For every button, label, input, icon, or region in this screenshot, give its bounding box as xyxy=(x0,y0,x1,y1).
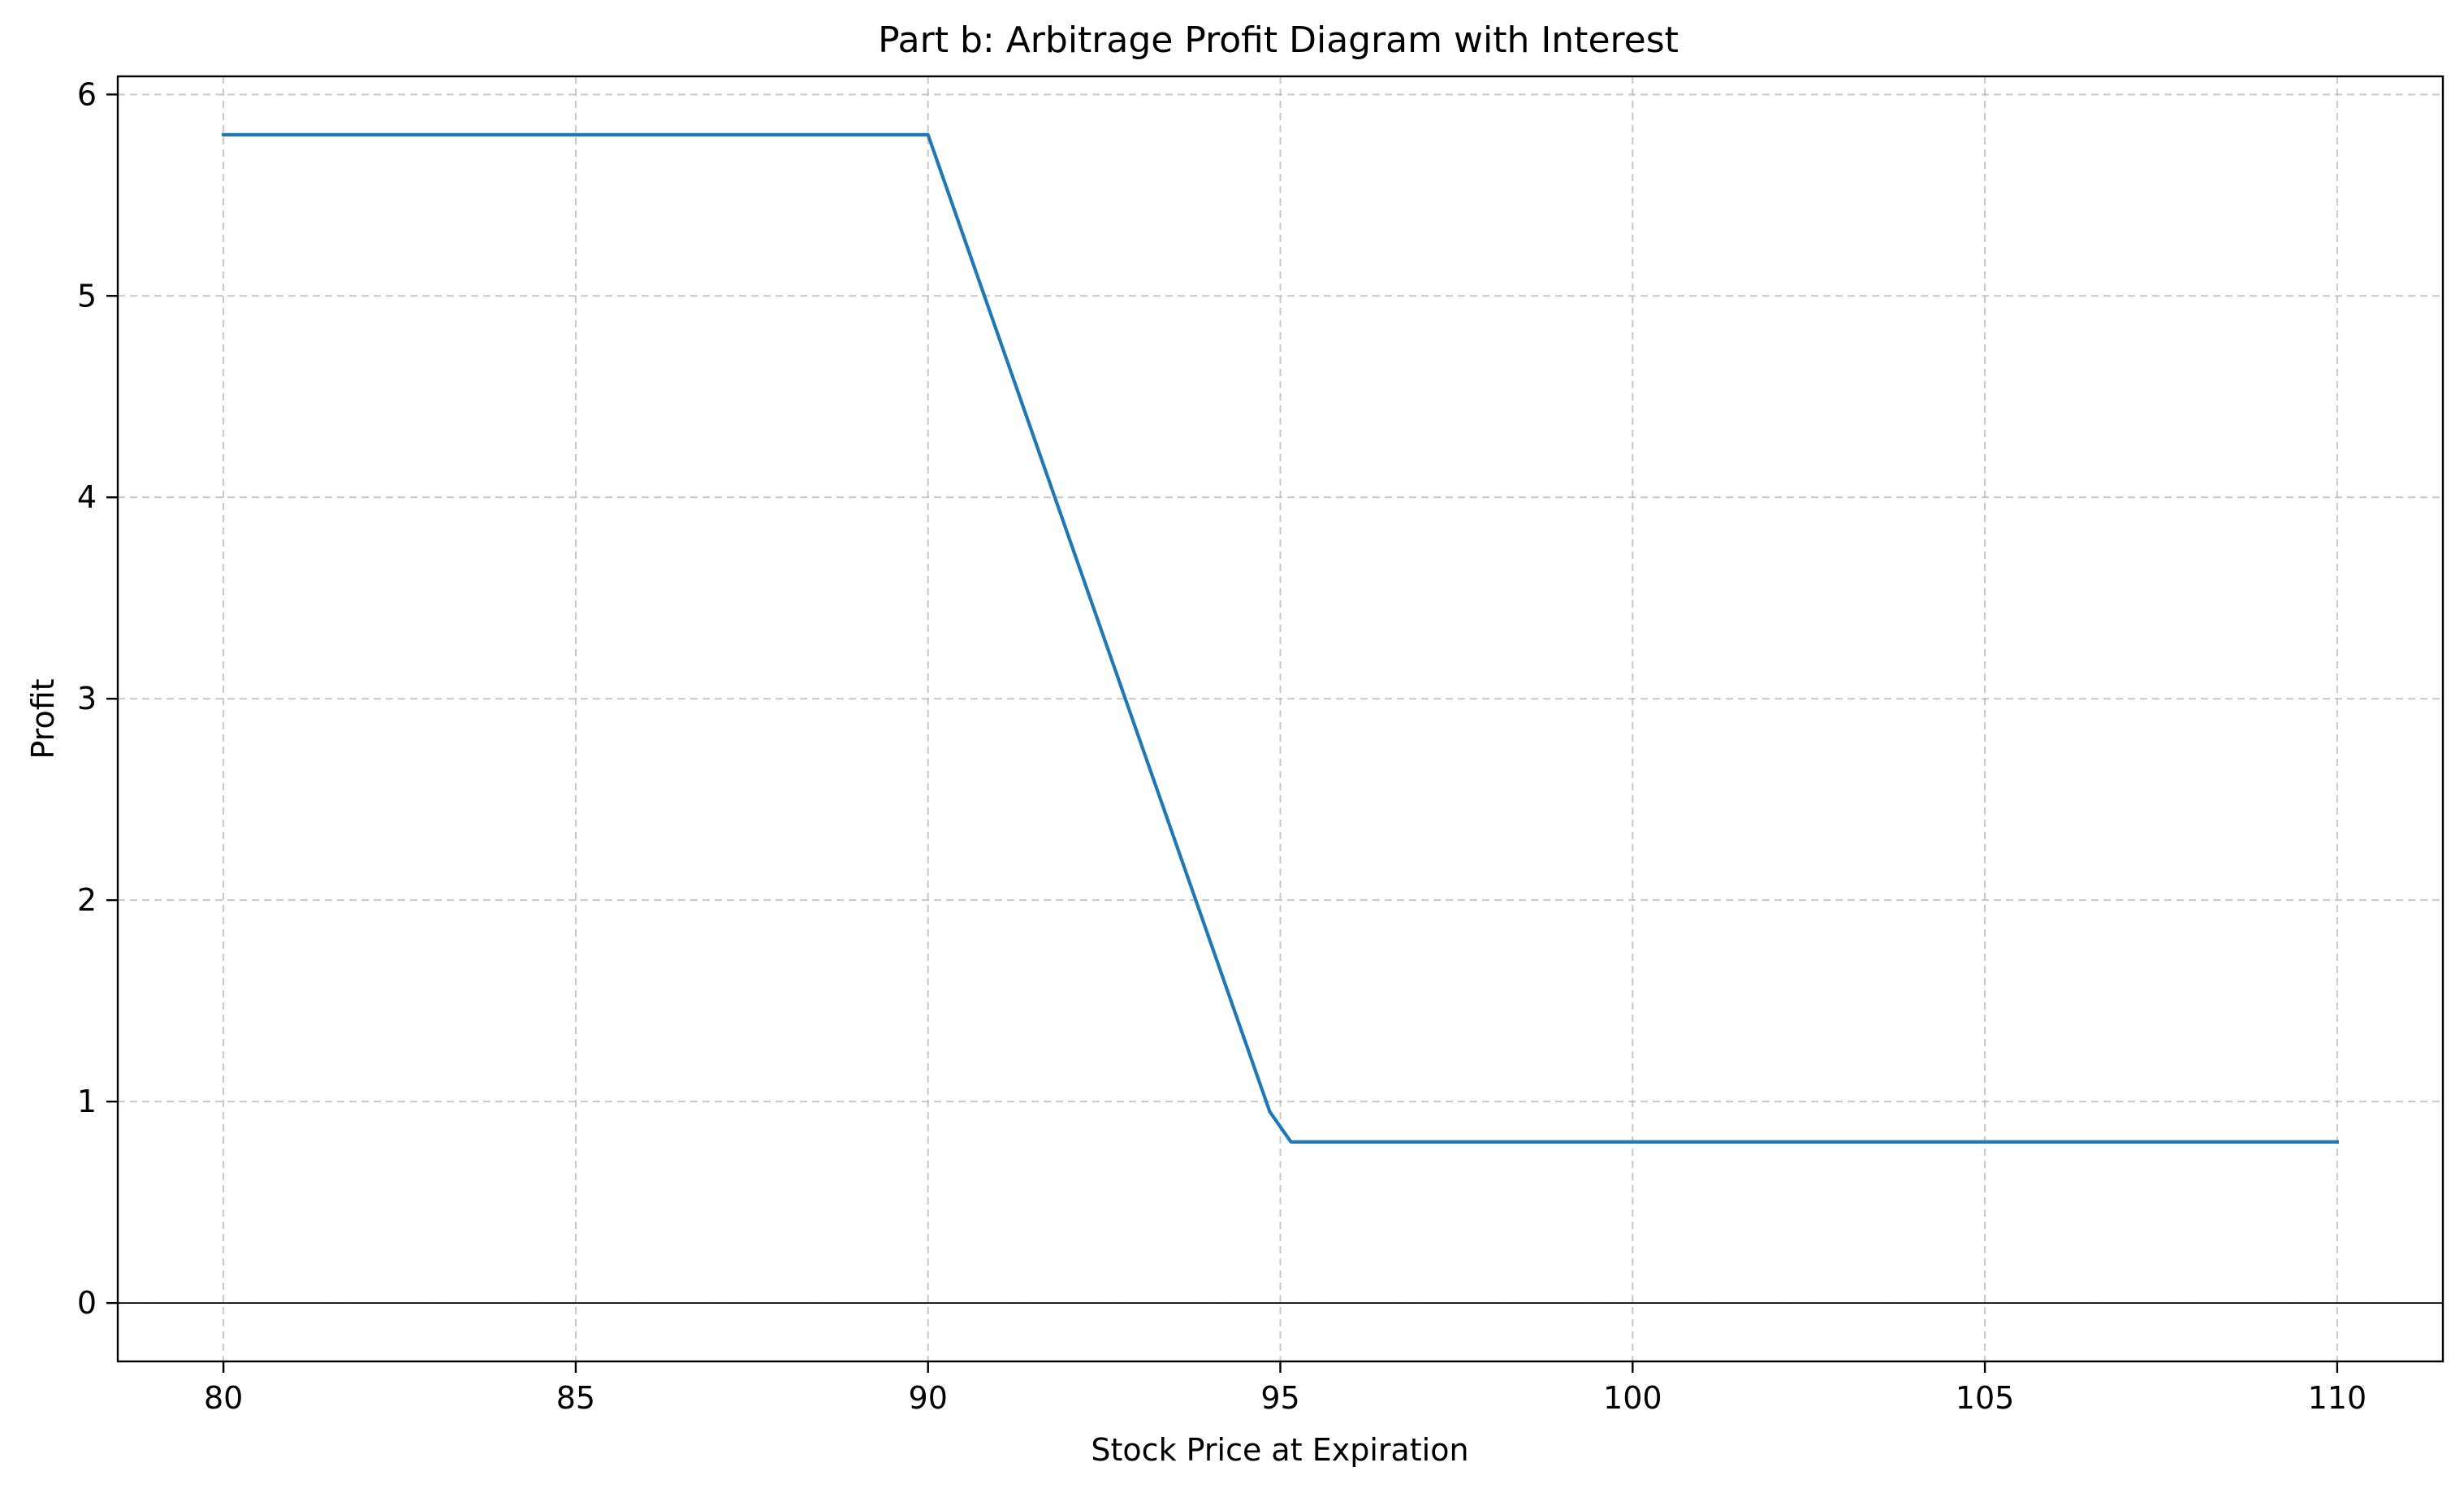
y-tick-label: 0 xyxy=(77,1285,97,1321)
x-tick-label: 95 xyxy=(1260,1380,1299,1416)
y-tick-label: 6 xyxy=(77,76,97,112)
y-tick-label: 4 xyxy=(77,479,97,515)
y-tick-label: 2 xyxy=(77,882,97,918)
x-tick-label: 100 xyxy=(1603,1380,1662,1416)
x-tick-label: 105 xyxy=(1956,1380,2015,1416)
y-tick-label: 5 xyxy=(77,278,97,314)
profit-series-line xyxy=(222,132,2339,1144)
y-tick-label: 1 xyxy=(77,1084,97,1119)
x-axis-label: Stock Price at Expiration xyxy=(1091,1432,1468,1468)
x-tick-label: 80 xyxy=(204,1380,243,1416)
y-tick-label: 3 xyxy=(77,681,97,716)
x-tick-label: 110 xyxy=(2308,1380,2367,1416)
chart-title: Part b: Arbitrage Profit Diagram with In… xyxy=(878,19,1679,61)
x-tick-label: 85 xyxy=(556,1380,595,1416)
y-axis-label: Profit xyxy=(25,678,61,759)
series-layer xyxy=(222,132,2339,1144)
x-tick-label: 90 xyxy=(909,1380,948,1416)
tick-layer: 80 85 90 95 100 105 110 0 1 2 3 4 5 6 xyxy=(77,76,2367,1416)
